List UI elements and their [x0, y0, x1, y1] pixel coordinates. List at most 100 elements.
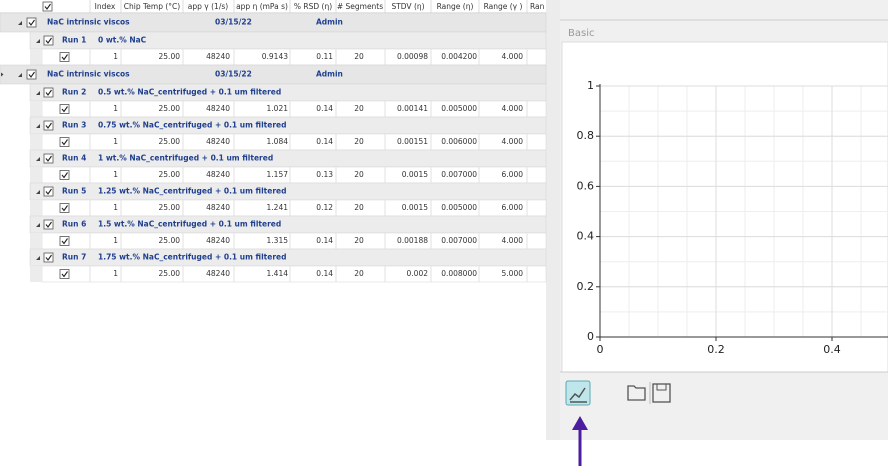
expander[interactable] — [36, 157, 40, 161]
run-desc: 1 wt.% NaC_centrifuged + 0.1 um filtered — [98, 154, 273, 163]
checkbox[interactable] — [43, 87, 54, 98]
checkbox[interactable] — [43, 219, 54, 230]
column-header[interactable]: Index — [95, 2, 116, 11]
cell: 1.414 — [267, 269, 289, 278]
y-tick-label: 1 — [587, 79, 594, 92]
expander[interactable] — [36, 256, 40, 260]
row-margin — [30, 134, 42, 150]
run-name: Run 6 — [62, 220, 86, 229]
expander[interactable] — [18, 21, 22, 25]
run-name: Run 2 — [62, 88, 86, 97]
cell: 48240 — [206, 269, 230, 278]
cell: 1 — [113, 104, 118, 113]
cell: 48240 — [206, 170, 230, 179]
row-indicator — [1, 72, 4, 77]
checkbox[interactable] — [59, 104, 70, 114]
row-margin — [30, 200, 42, 216]
column-header[interactable]: Chip Temp (°C) — [124, 2, 181, 11]
annotation-arrowhead — [572, 416, 588, 430]
y-tick-label: 0.8 — [577, 129, 595, 142]
expander[interactable] — [36, 124, 40, 128]
checkmark — [61, 205, 68, 212]
checkmark — [61, 139, 68, 146]
x-tick-label: 0.2 — [707, 343, 725, 356]
checkbox[interactable] — [59, 137, 70, 147]
cell: 20 — [354, 170, 364, 179]
column-header[interactable]: Range (η) — [437, 2, 474, 11]
checkmark — [28, 19, 35, 26]
checkbox[interactable] — [43, 120, 54, 131]
checkbox[interactable] — [59, 170, 70, 180]
checkbox[interactable] — [59, 52, 70, 62]
cell: 1 — [113, 170, 118, 179]
run-name: Run 4 — [62, 154, 86, 163]
chart-area — [561, 41, 888, 373]
checkbox[interactable] — [59, 203, 70, 213]
checkbox[interactable] — [43, 35, 54, 46]
checkmark — [61, 172, 68, 179]
cell: 48240 — [206, 203, 230, 212]
cell: 48240 — [206, 137, 230, 146]
run-desc: 0.75 wt.% NaC_centrifuged + 0.1 um filte… — [98, 121, 286, 130]
expander[interactable] — [36, 223, 40, 227]
cell: 1.157 — [267, 170, 289, 179]
cell: 48240 — [206, 236, 230, 245]
checkbox[interactable] — [43, 153, 54, 164]
row-margin — [30, 233, 42, 249]
cell: 1.021 — [267, 104, 289, 113]
cell: 0.002 — [407, 269, 429, 278]
y-tick-label: 0.6 — [577, 179, 595, 192]
run-desc: 0 wt.% NaC — [98, 36, 147, 45]
checkbox[interactable] — [26, 17, 37, 28]
tab-label[interactable]: Basic — [568, 28, 594, 39]
checkbox[interactable] — [59, 269, 70, 279]
checkbox[interactable] — [42, 1, 53, 12]
cell: 1.241 — [267, 203, 289, 212]
cell: 1.315 — [267, 236, 289, 245]
checkmark — [45, 188, 52, 195]
chart-button[interactable] — [565, 380, 591, 406]
row-margin — [30, 167, 42, 183]
cell: 0.14 — [316, 104, 333, 113]
column-header[interactable]: % RSD (η) — [294, 2, 332, 11]
cell: 6.000 — [502, 170, 524, 179]
cell: 0.00098 — [397, 52, 428, 61]
expander[interactable] — [36, 190, 40, 194]
expander[interactable] — [18, 73, 22, 77]
open-button[interactable] — [627, 385, 646, 401]
checkbox[interactable] — [43, 252, 54, 263]
column-header[interactable]: # Segments — [337, 2, 383, 11]
run-name: Run 3 — [62, 121, 86, 130]
checkmark — [45, 37, 52, 44]
cell: 1 — [113, 52, 118, 61]
cell: 0.0015 — [402, 203, 428, 212]
group-user: Admin — [316, 18, 343, 27]
group-user: Admin — [316, 70, 343, 79]
column-header[interactable]: Range (γ ) — [484, 2, 523, 11]
chart-icon — [569, 387, 587, 403]
x-tick-label: 0.4 — [823, 343, 841, 356]
checkmark — [61, 54, 68, 61]
checkmark — [45, 89, 52, 96]
cell: 0.00141 — [397, 104, 428, 113]
column-header[interactable]: STDV (η) — [391, 2, 424, 11]
checkbox[interactable] — [26, 69, 37, 80]
expander[interactable] — [36, 39, 40, 43]
expander[interactable] — [36, 91, 40, 95]
cell: 20 — [354, 203, 364, 212]
table: Index Chip Temp (°C) app γ (1/s) app η (mPa… — [0, 0, 547, 283]
cell: 25.00 — [159, 52, 181, 61]
column-header[interactable]: app η (mPa s) — [236, 2, 288, 11]
column-header[interactable]: app γ (1/s) — [188, 2, 228, 11]
cell: 0.007000 — [441, 236, 477, 245]
column-header[interactable]: Ran — [530, 2, 545, 11]
splitter[interactable] — [546, 0, 560, 440]
cell: 0.12 — [316, 203, 333, 212]
group-date: 03/15/22 — [215, 18, 252, 27]
cell: 5.000 — [502, 269, 524, 278]
checkbox[interactable] — [43, 186, 54, 197]
checkbox[interactable] — [59, 236, 70, 246]
row-margin — [30, 266, 42, 282]
group-name: NaC intrinsic viscos — [47, 70, 130, 79]
row-margin — [30, 101, 42, 117]
